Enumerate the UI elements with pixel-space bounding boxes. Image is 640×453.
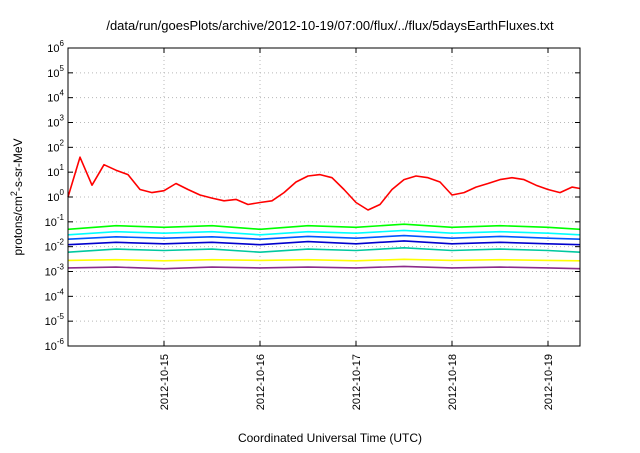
y-tick-label-base: 10	[45, 316, 57, 328]
x-tick-label: 2012-10-19	[543, 354, 555, 410]
x-tick-label: 2012-10-18	[447, 354, 459, 410]
y-tick-label: 103	[47, 114, 64, 130]
series-group	[67, 156, 581, 270]
y-tick-label-exp: -1	[57, 213, 65, 222]
y-tick-label: 10-3	[45, 263, 65, 279]
y-tick-label-exp: 5	[60, 64, 65, 73]
x-tick-label: 2012-10-15	[159, 354, 171, 410]
x-tick-label: 2012-10-17	[351, 354, 363, 410]
series-line-1	[67, 156, 581, 211]
y-tick-label-exp: -5	[57, 312, 65, 321]
y-tick-label-base: 10	[45, 242, 57, 254]
grid	[68, 47, 580, 347]
y-tick-label-exp: -3	[57, 263, 65, 272]
y-tick-label-base: 10	[47, 167, 59, 179]
y-tick-label-exp: 3	[60, 114, 65, 123]
y-tick-label: 102	[47, 138, 64, 154]
y-axis-label: protons/cm2-s-sr-MeV	[9, 138, 25, 255]
series-line-7	[67, 258, 581, 262]
y-tick-label-base: 10	[45, 267, 57, 279]
y-tick-label: 104	[47, 89, 64, 105]
series-line-5	[67, 240, 581, 246]
y-tick-label-base: 10	[47, 142, 59, 154]
y-tick-label-base: 10	[45, 341, 57, 353]
y-tick-label-exp: -6	[57, 337, 65, 346]
y-tick-label: 10-4	[45, 287, 65, 303]
y-tick-label: 101	[47, 163, 64, 179]
y-tick-label-exp: 0	[60, 188, 65, 197]
y-tick-label: 100	[47, 188, 64, 204]
y-tick-label-base: 10	[47, 192, 59, 204]
y-tick-label-exp: 4	[60, 89, 65, 98]
y-tick-label-exp: -4	[57, 287, 65, 296]
y-tick-label: 10-5	[45, 312, 65, 328]
series-line-4	[67, 234, 581, 240]
y-tick-label-exp: 1	[60, 163, 65, 172]
ticks	[68, 47, 580, 347]
series-line-3	[67, 229, 581, 236]
y-axis-label-base: protons/cm	[11, 196, 25, 255]
x-axis-label: Coordinated Universal Time (UTC)	[238, 431, 422, 445]
series-line-8	[67, 265, 581, 270]
y-tick-label: 10-1	[45, 213, 65, 229]
chart-title: /data/run/goesPlots/archive/2012-10-19/0…	[106, 18, 554, 33]
y-tick-label-exp: -2	[57, 238, 65, 247]
x-tick-labels: 2012-10-15 2012-10-16 2012-10-17 2012-10-18…	[159, 354, 555, 410]
y-tick-label-base: 10	[45, 217, 57, 229]
y-tick-label-base: 10	[47, 93, 59, 105]
y-tick-label-base: 10	[47, 68, 59, 80]
y-tick-label-exp: 6	[60, 39, 65, 48]
y-axis-label-rest: -s-sr-MeV	[11, 138, 25, 191]
y-tick-label: 105	[47, 64, 64, 80]
y-tick-label: 10-2	[45, 238, 65, 254]
y-tick-label: 10-6	[45, 337, 65, 353]
x-tick-label: 2012-10-16	[255, 354, 267, 410]
y-tick-label-base: 10	[47, 43, 59, 55]
series-line-6	[67, 247, 581, 253]
y-tick-labels: 10-610-510-410-310-210-11001011021031041…	[45, 39, 65, 353]
y-tick-label: 106	[47, 39, 64, 55]
y-tick-label-exp: 2	[60, 138, 65, 147]
y-tick-label-base: 10	[45, 291, 57, 303]
y-tick-label-base: 10	[47, 118, 59, 130]
series-line-2	[67, 223, 581, 231]
y-axis-label-sup: 2	[9, 191, 19, 196]
